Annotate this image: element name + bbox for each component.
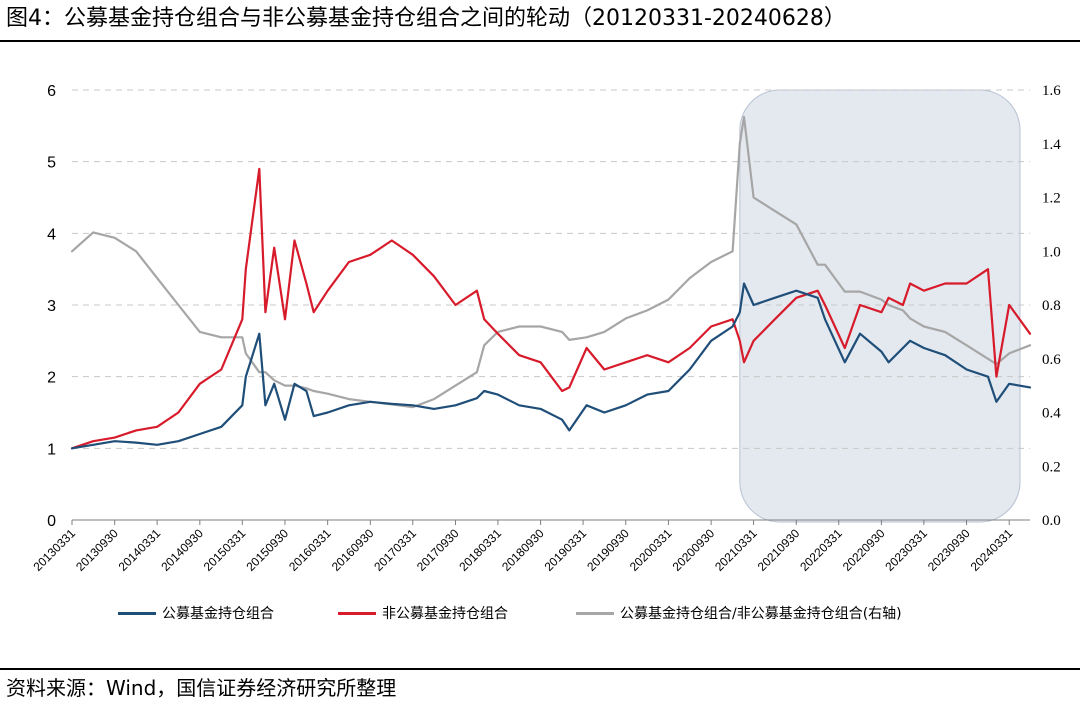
y-tick-label-left: 5 xyxy=(47,155,56,172)
x-tick-label: 20180930 xyxy=(499,526,547,574)
y-tick-label-right: 1.6 xyxy=(1042,83,1061,99)
y-tick-label-right: 1.2 xyxy=(1042,191,1061,207)
x-tick-label: 20170331 xyxy=(371,526,419,574)
x-tick-label: 20200930 xyxy=(670,526,718,574)
y-tick-label-right: 0.2 xyxy=(1042,459,1061,475)
x-tick-label: 20210331 xyxy=(712,526,760,574)
x-tick-label: 20150331 xyxy=(201,526,249,574)
y-tick-label-left: 4 xyxy=(47,226,56,243)
x-tick-label: 20150930 xyxy=(243,526,291,574)
title-rule xyxy=(0,40,1080,42)
x-tick-label: 20200331 xyxy=(627,526,675,574)
x-tick-label: 20140331 xyxy=(116,526,164,574)
legend-swatch-public xyxy=(118,611,156,615)
highlight-shaded-region xyxy=(739,89,1021,523)
y-tick-label-left: 1 xyxy=(47,441,56,458)
x-tick-label: 20130930 xyxy=(73,526,121,574)
legend: 公募基金持仓组合 非公募基金持仓组合 公募基金持仓组合/非公募基金持仓组合(右轴… xyxy=(0,602,1080,624)
x-tick-label: 20210930 xyxy=(755,526,803,574)
y-tick-label-right: 0.8 xyxy=(1042,298,1061,314)
x-tick-label: 20180331 xyxy=(456,526,504,574)
y-tick-label-left: 3 xyxy=(47,298,56,315)
legend-item-ratio: 公募基金持仓组合/非公募基金持仓组合(右轴) xyxy=(576,602,902,624)
y-tick-label-left: 2 xyxy=(47,370,56,387)
legend-item-public: 公募基金持仓组合 xyxy=(118,602,274,624)
x-tick-label: 20130331 xyxy=(30,526,78,574)
x-tick-label: 20240331 xyxy=(968,526,1016,574)
y-tick-label-right: 0.0 xyxy=(1042,513,1061,529)
y-tick-label-left: 6 xyxy=(47,83,56,100)
x-tick-label: 20220930 xyxy=(840,526,888,574)
legend-label-public: 公募基金持仓组合 xyxy=(162,606,274,622)
series-nonpublic-line xyxy=(70,167,1032,450)
y-tick-label-right: 1.0 xyxy=(1042,244,1061,260)
series-ratio-line xyxy=(70,115,1032,409)
y-tick-label-right: 0.6 xyxy=(1042,352,1061,368)
series-public-line xyxy=(70,282,1032,450)
x-tick-label: 20190331 xyxy=(542,526,590,574)
series-layer xyxy=(70,115,1032,450)
line-chart: 0 1 2 3 4 5 6 0.0 0.2 0.4 0.6 0.8 1.0 1.2 1.4 1.6 201303… xyxy=(30,83,1061,574)
legend-swatch-nonpublic xyxy=(338,611,376,615)
source-rule xyxy=(0,668,1080,670)
legend-label-ratio: 公募基金持仓组合/非公募基金持仓组合(右轴) xyxy=(620,606,902,622)
legend-item-nonpublic: 非公募基金持仓组合 xyxy=(338,602,508,624)
source-note: 资料来源：Wind，国信证券经济研究所整理 xyxy=(6,676,397,700)
x-tick-label: 20140930 xyxy=(158,526,206,574)
x-tick-label: 20160930 xyxy=(329,526,377,574)
x-tick-label: 20160331 xyxy=(286,526,334,574)
x-tick-label: 20170930 xyxy=(414,526,462,574)
legend-swatch-ratio xyxy=(576,611,614,615)
x-tick-label: 20230331 xyxy=(882,526,930,574)
x-tick-label: 20220331 xyxy=(797,526,845,574)
shaded-region-layer xyxy=(739,89,1021,523)
x-tick-label: 20190930 xyxy=(584,526,632,574)
y-tick-label-left: 0 xyxy=(47,513,56,530)
legend-label-nonpublic: 非公募基金持仓组合 xyxy=(382,606,508,622)
x-tick-label: 20230930 xyxy=(925,526,973,574)
y-tick-label-right: 0.4 xyxy=(1042,406,1061,422)
y-tick-label-right: 1.4 xyxy=(1042,137,1061,153)
grid-layer xyxy=(72,89,1030,449)
figure-title: 图4：公募基金持仓组合与非公募基金持仓组合之间的轮动（20120331-2024… xyxy=(6,6,846,31)
